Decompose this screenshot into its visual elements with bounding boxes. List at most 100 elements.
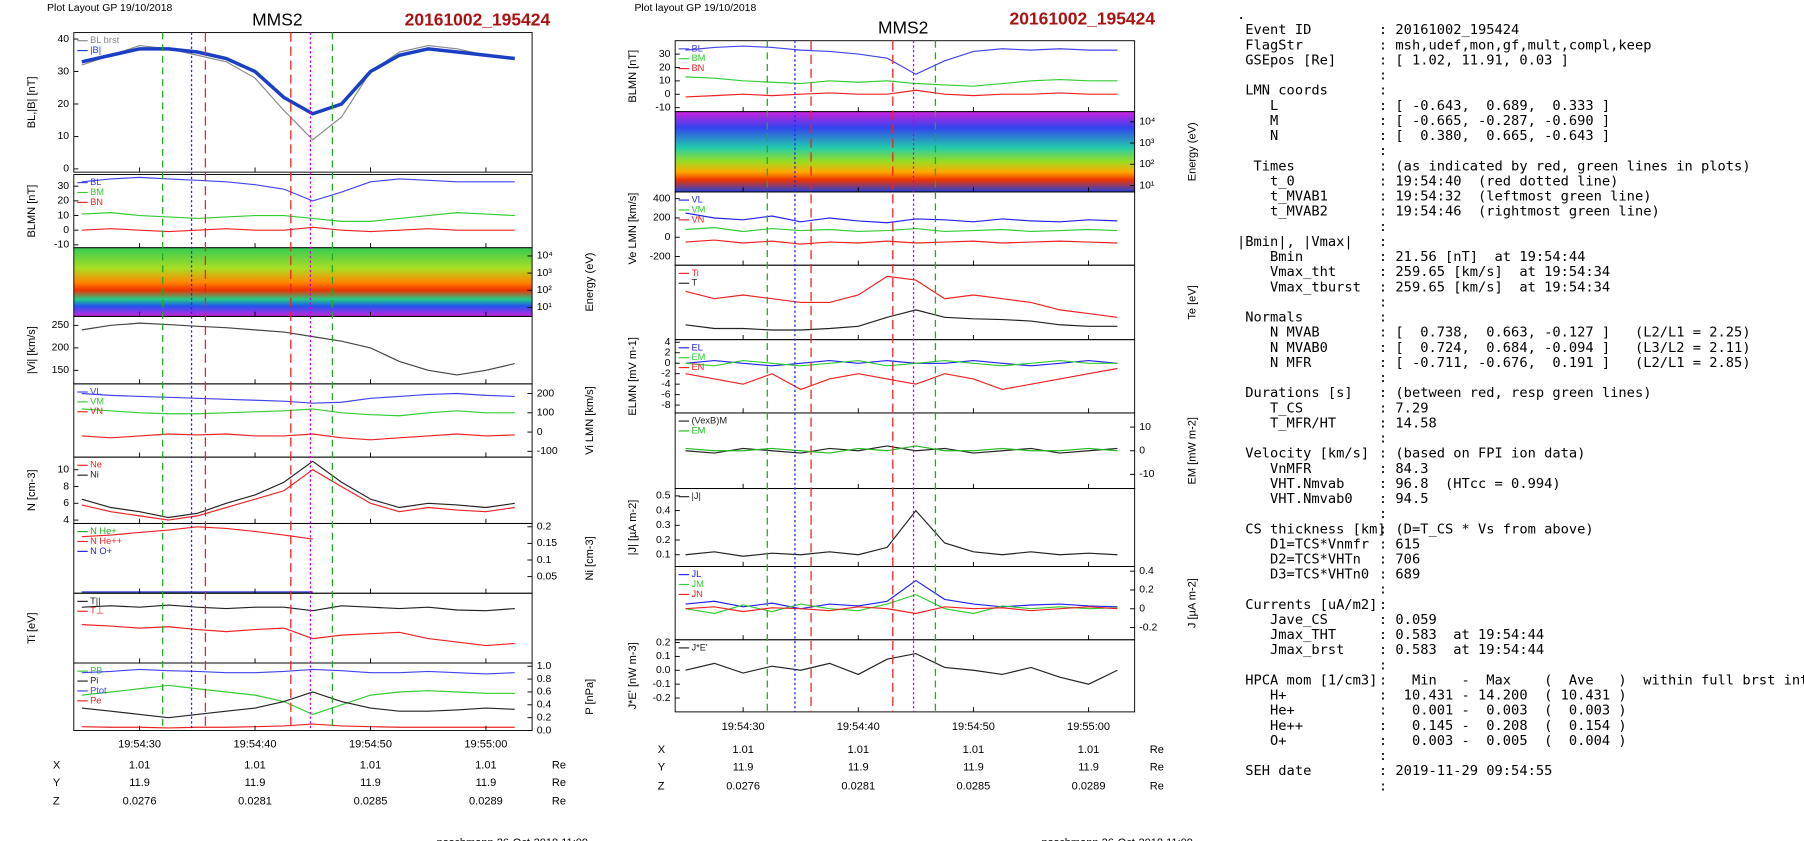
legend-label: T⊥ (90, 606, 104, 616)
position-value: 11.9 (1078, 762, 1099, 774)
y-tick-label: 0.0 (656, 665, 671, 676)
listing-value: : Min - Max ( Ave ) within full brst int (1379, 672, 1804, 688)
legend-label: J*E' (691, 642, 707, 652)
listing-value: : 259.65 [km/s] at 19:54:34 (1379, 279, 1610, 295)
y-axis-label: Vi LMN [km/s] (584, 386, 596, 455)
y-tick-label: 4 (665, 337, 671, 348)
x-tick-label: 19:54:40 (837, 721, 880, 733)
listing-value: : [ -0.711, -0.676, 0.191 ] (L2/L1 = 2.8… (1379, 355, 1751, 371)
y-axis-label: BL,|B| [nT] (26, 76, 38, 128)
listing-key: t_MVAB2 (1237, 204, 1328, 220)
y-tick-label: 0.5 (656, 491, 671, 502)
y-axis-label: J*E' [nW m-3] (627, 642, 639, 709)
panel-frame (73, 456, 533, 524)
y-tick-label: 10³ (537, 268, 553, 279)
legend-label: |B| (90, 45, 101, 55)
listing-value: : [ -0.643, 0.689, 0.333 ] (1379, 98, 1610, 114)
y-tick-label: 0.05 (537, 571, 558, 582)
listing-value: : [ 0.380, 0.665, -0.643 ] (1379, 128, 1610, 144)
y-tick-label: 0.4 (537, 700, 552, 711)
y-tick-label: 40 (58, 34, 70, 45)
series-line (81, 47, 515, 116)
series-line (81, 392, 515, 404)
position-value: 0.0281 (841, 780, 875, 792)
listing-key: |Bmin|, |Vmax| (1237, 234, 1353, 250)
position-value: 1.01 (244, 759, 266, 771)
y-tick-label: 0.2 (537, 522, 552, 533)
figure-title: MMS2 (252, 10, 302, 30)
listing-value: : 20161002_195424 (1379, 22, 1519, 38)
listing-value: : [ 0.724, 0.684, -0.094 ] (L3/L2 = 2.11… (1379, 340, 1751, 356)
listing-key: CS thickness [km] (1237, 521, 1386, 537)
legend-label: VL (691, 195, 702, 205)
series-line (685, 89, 1118, 98)
panel-frame (674, 639, 1136, 713)
listing-key: Durations [s] (1237, 385, 1353, 401)
legend-label: VL (90, 386, 101, 396)
y-tick-label: 10 (58, 210, 70, 221)
position-value: 0.0276 (726, 780, 760, 792)
position-value: 11.9 (733, 762, 754, 774)
series-line (81, 322, 515, 376)
position-value: 11.9 (360, 777, 381, 789)
listing-value: : 96.8 (HTcc = 0.994) (1379, 476, 1561, 492)
listing-key: Event ID (1237, 22, 1311, 38)
position-value: 1.01 (848, 744, 870, 756)
position-unit: Re (1150, 762, 1164, 774)
position-unit: Re (552, 759, 566, 771)
position-name: X (53, 759, 61, 771)
legend-label: Ne (90, 460, 102, 470)
panel-frame (73, 522, 533, 594)
series-line (685, 367, 1118, 391)
position-unit: Re (552, 795, 566, 807)
legend-label: T|| (90, 596, 101, 606)
position-value: 0.0285 (354, 795, 388, 807)
y-axis-label: ELMN [mV m-1] (627, 337, 639, 416)
position-value: 11.9 (848, 762, 869, 774)
footer: paschmann 26-Oct-2018 11:09 (1041, 837, 1192, 841)
listing-value: : (1379, 778, 1387, 794)
position-value: 1.01 (732, 744, 754, 756)
y-tick-label: 0.15 (537, 538, 558, 549)
series-line (81, 226, 515, 233)
listing-key: Currents [uA/m2] (1237, 597, 1377, 613)
y-axis-label: Ti [eV] (26, 612, 38, 644)
y-tick-label: 10 (58, 131, 70, 142)
listing-value: : 19:54:40 (red dotted line) (1379, 173, 1619, 189)
listing-key: D2=TCS*VHTn (1237, 552, 1361, 568)
series-line (685, 76, 1118, 87)
legend-label: T (691, 278, 697, 288)
y-axis-label: Energy (eV) (1187, 122, 1199, 181)
series-line (81, 433, 515, 441)
header: Plot Layout GP 19/10/2018 (47, 3, 173, 14)
y-tick-label: 0 (63, 225, 69, 236)
panel-frame (73, 174, 533, 249)
series-line (685, 212, 1118, 224)
listing-value: : [ 1.02, 11.91, 0.03 ] (1379, 52, 1569, 68)
series-line (81, 176, 515, 202)
y-axis-label: BLMN [nT] (26, 185, 38, 238)
x-tick-label: 19:54:30 (722, 721, 765, 733)
listing-value: : (1379, 68, 1387, 84)
position-value: 11.9 (245, 777, 266, 789)
position-name: X (658, 744, 666, 756)
y-tick-label: 100 (537, 408, 555, 419)
panel-frame (674, 566, 1136, 641)
y-tick-label: 0 (665, 358, 671, 369)
legend-label: VM (691, 204, 705, 214)
listing-key: N MFR (1237, 355, 1312, 371)
listing-key: O+ (1237, 733, 1287, 749)
listing-key: VHT.Nmvab (1237, 476, 1344, 492)
listing-value: : (1379, 597, 1387, 613)
y-axis-label: Te [eV] (1187, 285, 1199, 319)
listing-value: : (1379, 219, 1387, 235)
series-line (685, 227, 1118, 233)
y-tick-label: -200 (650, 251, 671, 262)
y-axis-label: Ni [cm-3] (584, 536, 596, 580)
y-tick-label: -10 (655, 102, 670, 113)
listing-value: : 615 (1379, 536, 1420, 552)
y-tick-label: -100 (537, 446, 558, 457)
position-value: 1.01 (129, 759, 151, 771)
series-line (685, 360, 1118, 367)
listing-value: : (1379, 310, 1387, 326)
